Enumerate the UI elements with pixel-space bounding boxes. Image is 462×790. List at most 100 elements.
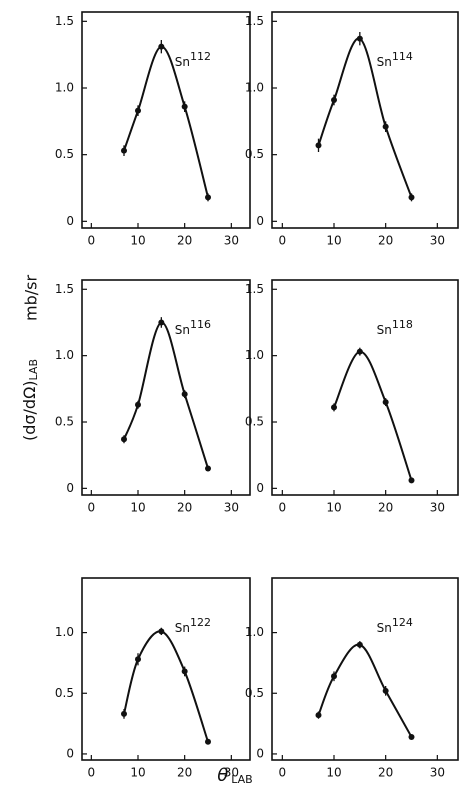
y-tick-label: 0.5 <box>245 147 264 161</box>
element: Sn <box>175 621 190 635</box>
x-tick-label: 20 <box>378 234 393 248</box>
data-point <box>331 97 337 103</box>
x-tick-label: 0 <box>88 501 96 515</box>
y-tick-label: 1.5 <box>245 14 264 28</box>
x-tick-label: 0 <box>279 766 287 780</box>
data-point <box>408 194 415 201</box>
element: Sn <box>175 55 190 69</box>
x-tick-label: 10 <box>326 234 341 248</box>
data-point <box>205 738 211 745</box>
element: Sn <box>175 323 190 337</box>
x-tick-label: 0 <box>279 501 287 515</box>
element: Sn <box>377 621 392 635</box>
x-tick-label: 30 <box>224 501 239 515</box>
data-point <box>135 401 141 408</box>
panel-title: Sn114 <box>377 50 413 69</box>
plot-frame <box>81 577 251 761</box>
plot-frame <box>81 279 251 496</box>
panel-title: Sn116 <box>175 318 211 337</box>
x-label: θ <box>217 765 228 786</box>
x-tick-label: 10 <box>130 234 145 248</box>
data-point <box>121 147 127 154</box>
mass-number: 118 <box>392 318 413 331</box>
y-tick-label: 1.0 <box>55 348 74 362</box>
fit-curve <box>333 350 413 481</box>
y-axis-label: (dσ/dΩ)LAB <box>20 359 41 441</box>
plot-frame <box>271 577 459 761</box>
x-tick-label: 10 <box>326 766 341 780</box>
plot-frame <box>271 11 459 229</box>
x-tick-label: 20 <box>177 234 192 248</box>
x-tick-label: 0 <box>88 766 96 780</box>
data-point <box>315 712 322 719</box>
plot-frame <box>81 11 251 229</box>
y-tick-label: 1.0 <box>55 625 74 639</box>
data-point <box>315 142 322 149</box>
y-tick-label: 0 <box>256 746 264 760</box>
data-point <box>356 35 363 42</box>
x-tick-label: 20 <box>378 501 393 515</box>
x-tick-label: 30 <box>430 234 445 248</box>
y-tick-label: 0.5 <box>245 415 264 429</box>
mass-number: 116 <box>190 318 211 331</box>
y-tick-label: 1.5 <box>55 14 74 28</box>
y-tick-label: 0.5 <box>55 147 74 161</box>
data-point <box>408 733 415 740</box>
data-point <box>408 477 415 484</box>
data-point <box>331 673 337 680</box>
data-point <box>205 194 211 201</box>
x-tick-label: 0 <box>88 234 96 248</box>
data-point <box>382 123 389 130</box>
x-tick-label: 30 <box>430 501 445 515</box>
panel-title: Sn112 <box>175 50 211 69</box>
y-label: (dσ/dΩ) <box>20 380 39 441</box>
data-point <box>181 668 188 675</box>
x-tick-label: 30 <box>224 234 239 248</box>
y-label-sub: LAB <box>27 359 40 380</box>
panel-title: Sn118 <box>377 318 413 337</box>
data-point <box>158 319 165 326</box>
x-tick-label: 20 <box>177 766 192 780</box>
y-tick-label: 1.0 <box>245 625 264 639</box>
x-tick-label: 20 <box>378 766 393 780</box>
y-tick-label: 1.0 <box>55 81 74 95</box>
data-point <box>205 465 211 472</box>
x-axis-label: θ LAB <box>217 765 252 786</box>
x-tick-label: 30 <box>430 766 445 780</box>
data-point <box>121 710 127 717</box>
mass-number: 122 <box>190 616 211 629</box>
x-tick-label: 0 <box>279 234 287 248</box>
x-tick-label: 30 <box>224 766 239 780</box>
y-tick-label: 0.5 <box>245 686 264 700</box>
data-point <box>135 656 141 663</box>
y-tick-label: 0.5 <box>55 415 74 429</box>
x-label-sub: LAB <box>231 773 252 786</box>
y-tick-label: 0 <box>66 214 74 228</box>
y-tick-label: 1.5 <box>55 282 74 296</box>
x-tick-label: 10 <box>326 501 341 515</box>
data-point <box>121 436 127 443</box>
y-tick-label: 0.5 <box>55 686 74 700</box>
fit-curve <box>123 45 209 198</box>
fit-curve <box>317 643 413 738</box>
y-tick-label: 1.0 <box>245 81 264 95</box>
data-point <box>356 641 363 648</box>
data-point <box>181 103 188 110</box>
data-point <box>356 348 363 355</box>
plot-frame <box>271 279 459 496</box>
element: Sn <box>377 323 392 337</box>
x-tick-label: 10 <box>130 501 145 515</box>
mass-number: 112 <box>190 50 211 63</box>
x-tick-label: 20 <box>177 501 192 515</box>
x-tick-label: 10 <box>130 766 145 780</box>
panel-title: Sn124 <box>377 616 413 635</box>
element: Sn <box>377 55 392 69</box>
mass-number: 124 <box>392 616 413 629</box>
data-point <box>158 628 165 635</box>
mass-number: 114 <box>392 50 413 63</box>
data-point <box>181 391 188 398</box>
y-unit: mb/sr <box>22 275 41 321</box>
y-tick-label: 0 <box>256 481 264 495</box>
data-point <box>135 107 141 114</box>
